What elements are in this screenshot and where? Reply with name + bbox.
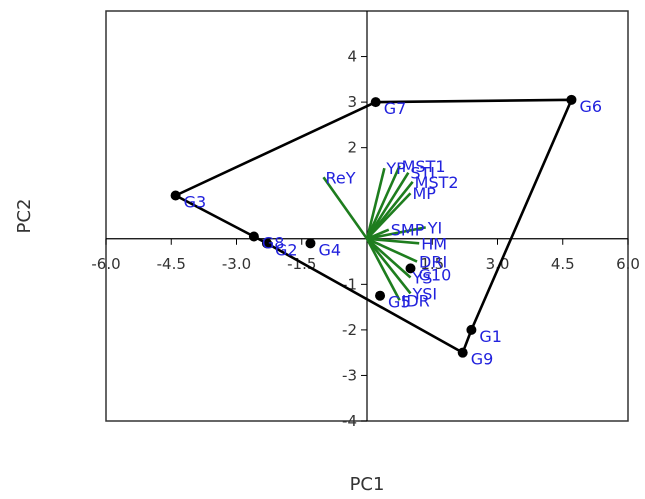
x-tick-label: -3.0 [222,255,251,273]
genotype-point [405,263,416,274]
x-tick-label: 6.0 [616,255,640,273]
genotype-points [170,94,577,358]
trait-label: SMP [391,221,425,240]
genotype-label: G7 [384,99,407,118]
trait-label: MST2 [415,173,459,192]
y-axis-title: PC2 [14,199,35,234]
trait-label: YS [412,269,433,288]
genotype-point [305,238,316,249]
convex-hull [174,98,573,354]
hull-polygon [174,98,573,354]
genotype-label: G3 [184,193,207,212]
genotype-point [248,231,259,242]
trait-label: MP [413,184,437,203]
trait-vector [366,237,420,245]
trait-label: ReY [326,168,356,187]
trait-vector [366,192,412,240]
trait-label: YI [427,218,443,237]
trait-label: STI [410,164,435,183]
x-tick-label: 4.5 [551,255,575,273]
trait-vectors [322,165,426,301]
y-tick-label: -4 [342,412,357,430]
genotype-label: G6 [579,97,602,116]
trait-vector [365,167,386,240]
y-tick-label: -2 [342,321,357,339]
trait-label: YP [385,159,406,178]
genotype-point [261,238,272,249]
trait-vector [366,226,426,241]
genotype-label: G2 [275,240,298,259]
genotype-label: G8 [262,234,285,253]
y-tick-label: 2 [347,139,357,157]
genotype-point [566,94,577,105]
y-tick-label: 3 [347,93,357,111]
trait-label: IDR [402,291,430,310]
trait-vector [365,165,401,240]
trait-vector [366,237,412,279]
genotype-point [370,97,381,108]
genotype-labels: G1 G2 G3 G4 G5 G6 G7 G8 G9 G10 [184,97,602,369]
trait-vector [365,238,401,301]
genotype-point [457,347,468,358]
trait-label: MST1 [402,157,446,176]
genotype-label: G9 [471,350,494,369]
trait-vector [366,237,418,263]
y-tick-label: -3 [342,366,357,384]
genotype-point [375,290,386,301]
x-tick-label: -6.0 [91,255,120,273]
trait-label: DRI [419,253,447,272]
trait-label: YSI [412,284,438,303]
genotype-label: G1 [479,327,502,346]
x-tick-label: -4.5 [157,255,186,273]
trait-vector [322,176,369,240]
genotype-point [466,324,477,335]
genotype-label: G4 [318,240,341,259]
x-tick-label: 1.5 [420,255,444,273]
genotype-point [170,190,181,201]
trait-vector [365,237,412,295]
genotype-label: G10 [419,265,452,284]
genotype-label: G5 [388,293,411,312]
trait-vector [365,172,410,240]
y-tick-label: 4 [347,48,357,66]
trait-label: HM [421,234,447,253]
x-axis-title: PC1 [350,474,385,495]
